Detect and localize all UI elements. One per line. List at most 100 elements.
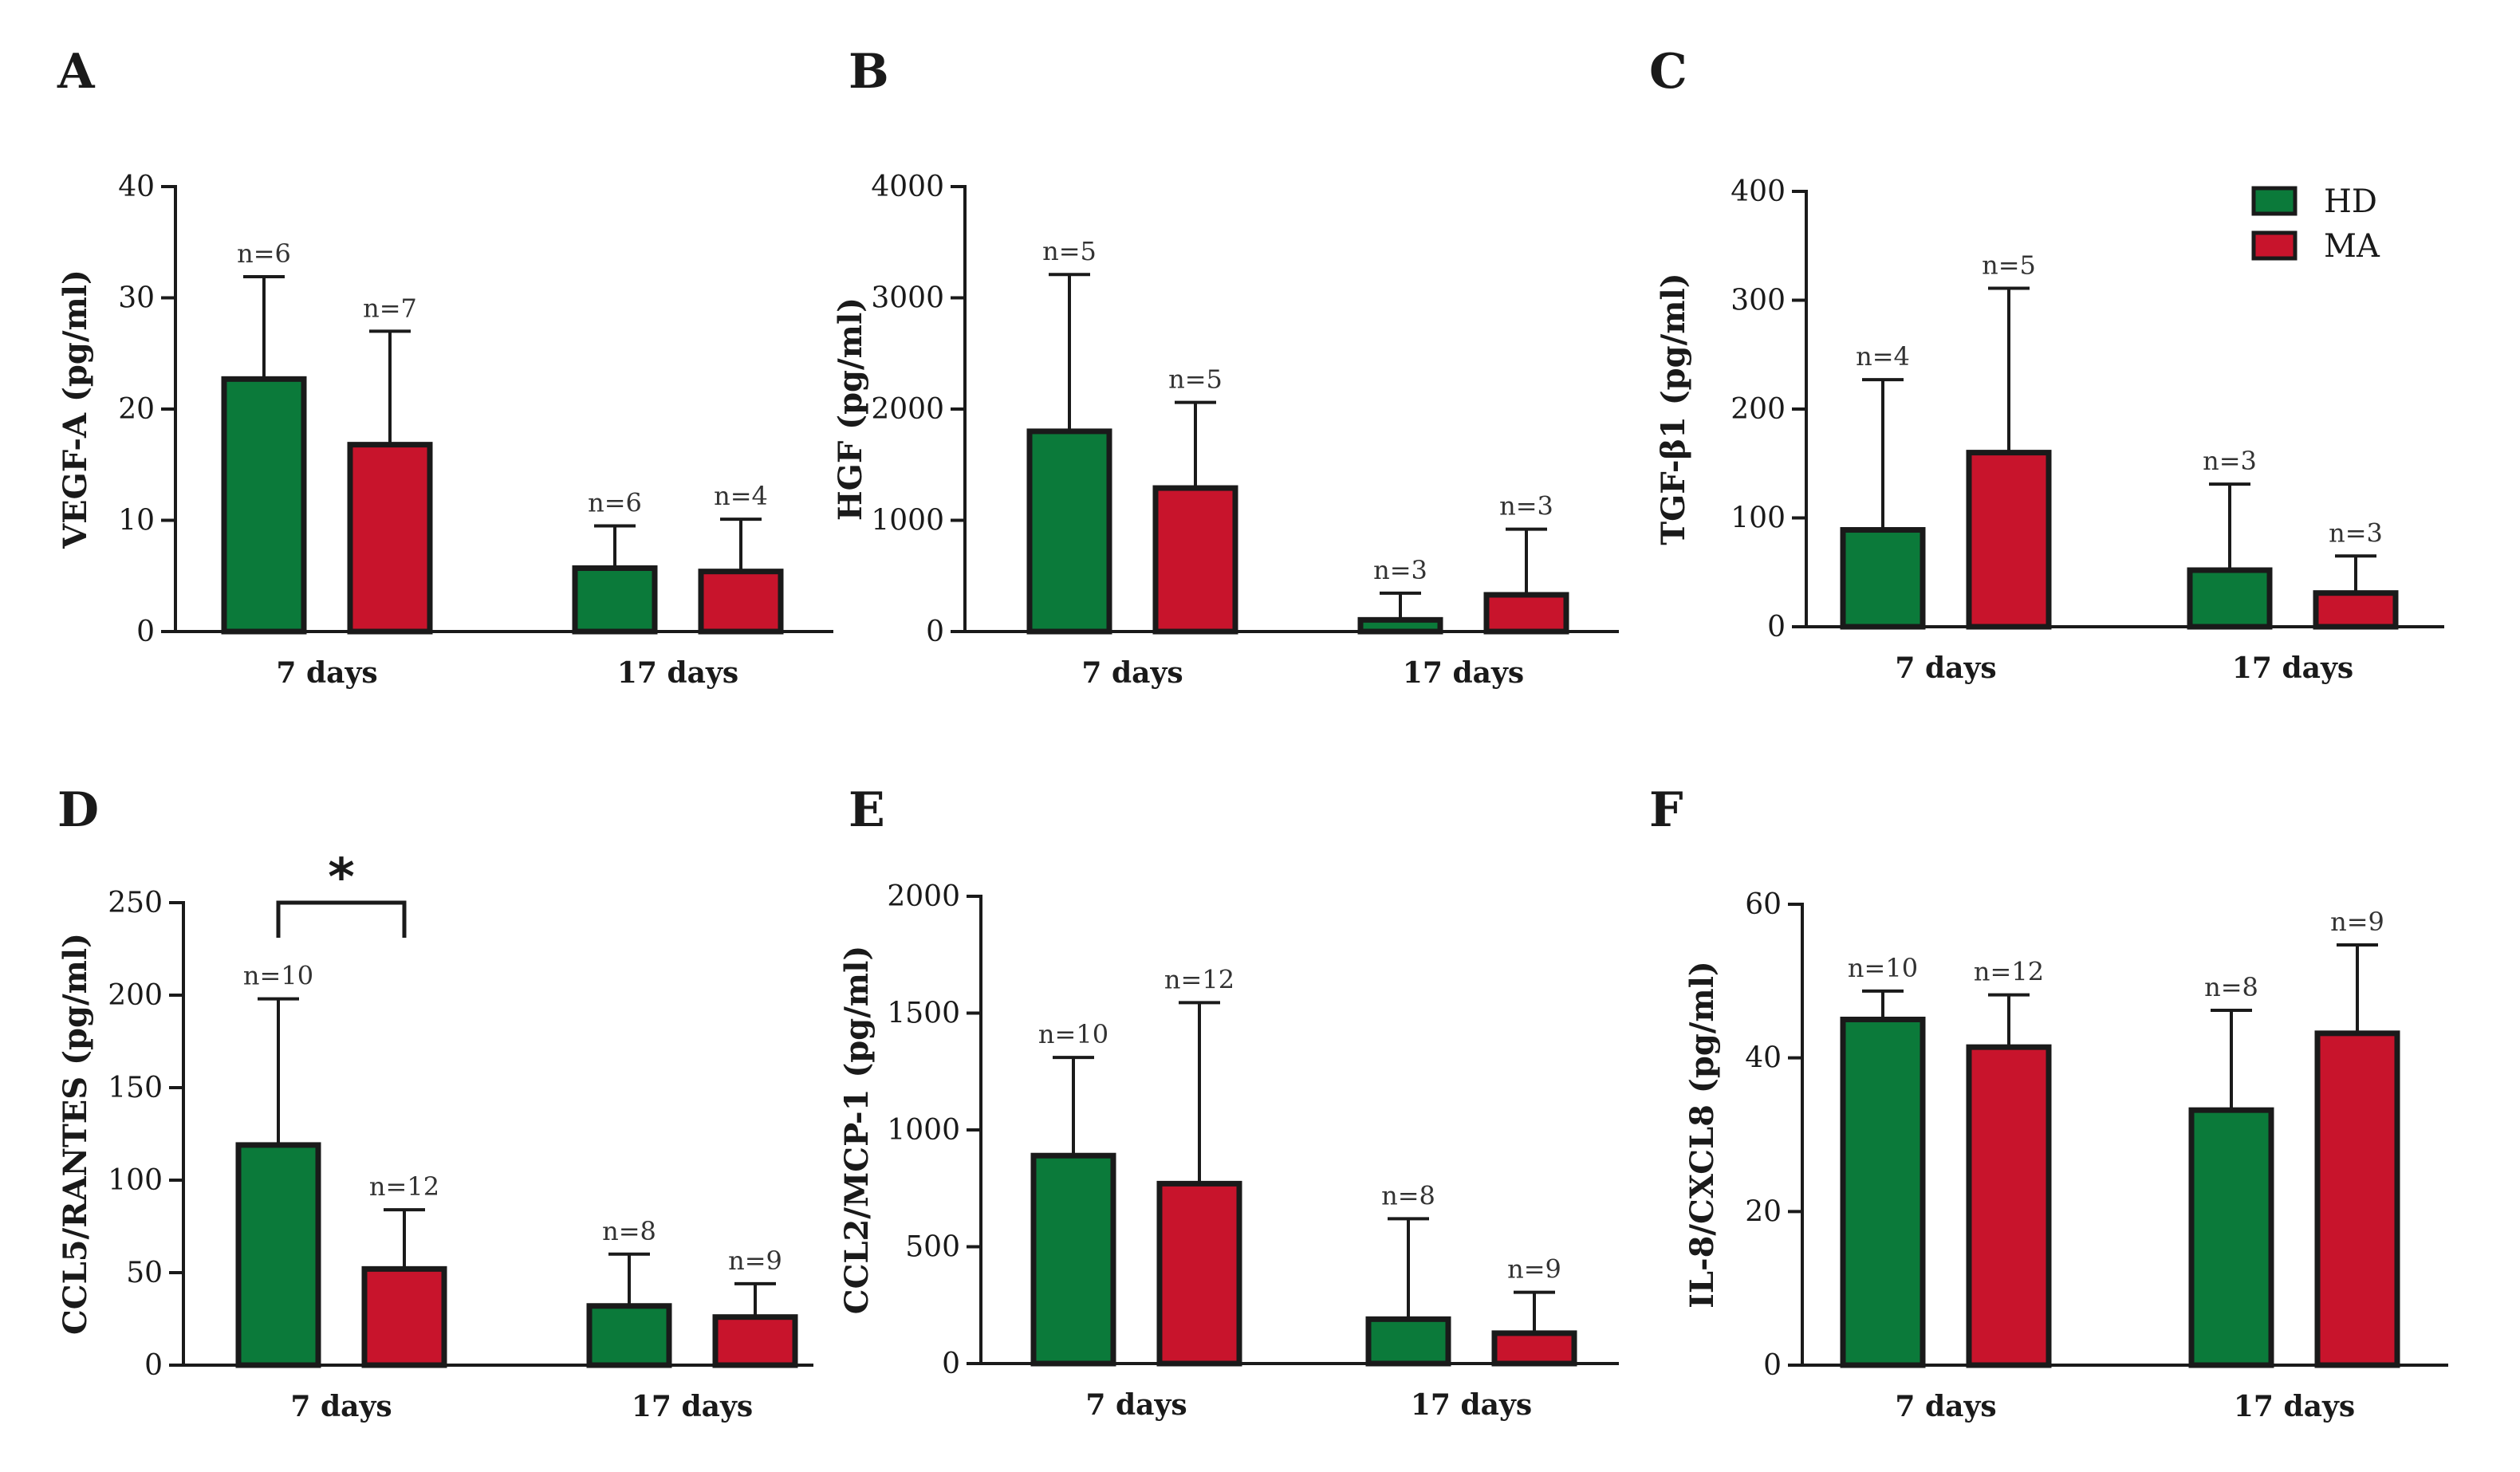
bar-hd-17-days xyxy=(2188,1107,2274,1368)
n-label: n=6 xyxy=(237,238,291,269)
bar-ma-7-days xyxy=(1156,1180,1242,1367)
panel-c: C 0 100 200 300 400 TGF-β1 (pg/ml) n=4 n=5 7 days… xyxy=(1649,44,2444,685)
n-label: n=9 xyxy=(728,1246,782,1276)
y-tick-label: 1000 xyxy=(887,1114,960,1147)
n-label: n=9 xyxy=(1507,1254,1561,1285)
legend-label-hd: HD xyxy=(2324,183,2377,220)
y-tick-label: 250 xyxy=(108,887,163,919)
bar-ma-17-days xyxy=(1491,1330,1577,1367)
y-tick-label: 0 xyxy=(942,1348,960,1380)
panel-e: E 0 500 1000 1500 2000 CCL2/MCP-1 (pg/ml) n=10 n… xyxy=(838,782,1619,1422)
y-tick-label: 40 xyxy=(1745,1042,1782,1075)
bar-ma-17-days xyxy=(2314,1030,2400,1368)
y-tick-label: 400 xyxy=(1731,175,1786,208)
y-tick-label: 100 xyxy=(108,1164,163,1197)
y-tick-label: 60 xyxy=(1745,888,1782,921)
y-axis-title: TGF-β1 (pg/ml) xyxy=(1655,273,1692,545)
bar-hd-7-days xyxy=(1030,1152,1116,1367)
bar-ma-7-days xyxy=(1152,485,1238,635)
bar-hd-17-days xyxy=(1357,616,1443,635)
legend-swatch-hd xyxy=(2251,186,2298,216)
category-label: 17 days xyxy=(2232,651,2353,685)
category-label: 7 days xyxy=(1895,651,1996,685)
y-axis-title: IL-8/CXCL8 (pg/ml) xyxy=(1683,961,1721,1309)
y-axis-title: CCL5/RANTES (pg/ml) xyxy=(57,933,94,1335)
y-tick-label: 1500 xyxy=(887,998,960,1030)
y-tick-label: 300 xyxy=(1731,285,1786,317)
category-label: 7 days xyxy=(1081,656,1183,690)
panel-letter: A xyxy=(57,44,96,100)
panel-letter: D xyxy=(57,782,99,838)
category-label: 17 days xyxy=(2234,1390,2355,1423)
category-label: 7 days xyxy=(290,1390,392,1423)
bar-ma-7-days xyxy=(1966,1044,2052,1368)
n-label: n=3 xyxy=(1499,491,1553,521)
panel-letter: C xyxy=(1649,44,1687,100)
bar-hd-7-days xyxy=(1840,1017,1926,1368)
legend-label-ma: MA xyxy=(2324,228,2380,265)
panel-a: A 0 10 20 30 40 VEGF-A (pg/ml) n=6 n=7 7 days n=6 n… xyxy=(57,44,833,690)
n-label: n=10 xyxy=(1848,953,1918,983)
y-tick-label: 2000 xyxy=(887,880,960,913)
panel-letter: F xyxy=(1649,782,1683,838)
y-tick-label: 10 xyxy=(118,505,155,537)
bar-ma-17-days xyxy=(698,569,784,635)
y-tick-label: 50 xyxy=(126,1257,163,1289)
n-label: n=8 xyxy=(2204,972,2258,1002)
y-tick-label: 0 xyxy=(136,616,155,648)
category-label: 17 days xyxy=(617,656,738,690)
bar-ma-17-days xyxy=(1483,592,1569,635)
y-tick-label: 30 xyxy=(118,282,155,315)
y-tick-label: 0 xyxy=(926,616,944,648)
bar-hd-17-days xyxy=(1365,1316,1451,1367)
bar-hd-7-days xyxy=(235,1142,321,1368)
panel-letter: B xyxy=(849,44,889,100)
y-tick-label: 150 xyxy=(108,1072,163,1104)
y-tick-label: 200 xyxy=(1731,393,1786,426)
category-label: 7 days xyxy=(276,656,377,690)
category-label: 17 days xyxy=(1411,1388,1532,1422)
category-label: 7 days xyxy=(1085,1388,1187,1422)
y-tick-label: 0 xyxy=(1767,611,1786,644)
n-label: n=12 xyxy=(1164,964,1234,994)
y-tick-label: 40 xyxy=(118,171,155,203)
n-label: n=8 xyxy=(602,1216,656,1246)
n-label: n=7 xyxy=(363,293,417,323)
y-tick-label: 0 xyxy=(144,1349,163,1382)
bar-ma-17-days xyxy=(712,1314,798,1368)
y-axis-title: HGF (pg/ml) xyxy=(832,297,869,521)
n-label: n=10 xyxy=(243,961,313,991)
legend-swatch-ma xyxy=(2251,230,2298,261)
bar-hd-7-days xyxy=(1026,428,1112,635)
n-label: n=3 xyxy=(1373,555,1427,585)
category-label: 7 days xyxy=(1895,1390,1996,1423)
n-label: n=3 xyxy=(2329,518,2383,548)
category-label: 17 days xyxy=(1403,656,1524,690)
legend: HD MA xyxy=(2251,183,2380,265)
n-label: n=6 xyxy=(588,487,642,518)
y-tick-label: 200 xyxy=(108,979,163,1012)
bar-ma-17-days xyxy=(2313,590,2399,630)
y-axis-title: VEGF-A (pg/ml) xyxy=(57,270,94,549)
y-tick-label: 1000 xyxy=(871,505,944,537)
y-tick-label: 500 xyxy=(905,1231,960,1264)
bar-ma-7-days xyxy=(1966,450,2052,630)
n-label: n=4 xyxy=(714,481,768,511)
category-label: 17 days xyxy=(632,1390,753,1423)
bar-hd-17-days xyxy=(2187,567,2273,630)
y-tick-label: 20 xyxy=(1745,1195,1782,1228)
y-tick-label: 20 xyxy=(118,393,155,426)
n-label: n=5 xyxy=(1168,364,1223,395)
n-label: n=5 xyxy=(1042,236,1097,266)
n-label: n=3 xyxy=(2203,446,2257,476)
panel-letter: E xyxy=(849,782,885,838)
n-label: n=5 xyxy=(1982,250,2036,280)
y-tick-label: 2000 xyxy=(871,393,944,426)
bar-hd-17-days xyxy=(586,1303,672,1368)
significance-bracket xyxy=(276,900,407,938)
y-tick-label: 0 xyxy=(1763,1349,1782,1382)
panel-d: D 0 50 100 150 200 250 CCL5/RANTES (pg/ml) n=10 n… xyxy=(57,782,813,1423)
y-tick-label: 100 xyxy=(1731,502,1786,535)
bar-ma-7-days xyxy=(361,1265,447,1368)
